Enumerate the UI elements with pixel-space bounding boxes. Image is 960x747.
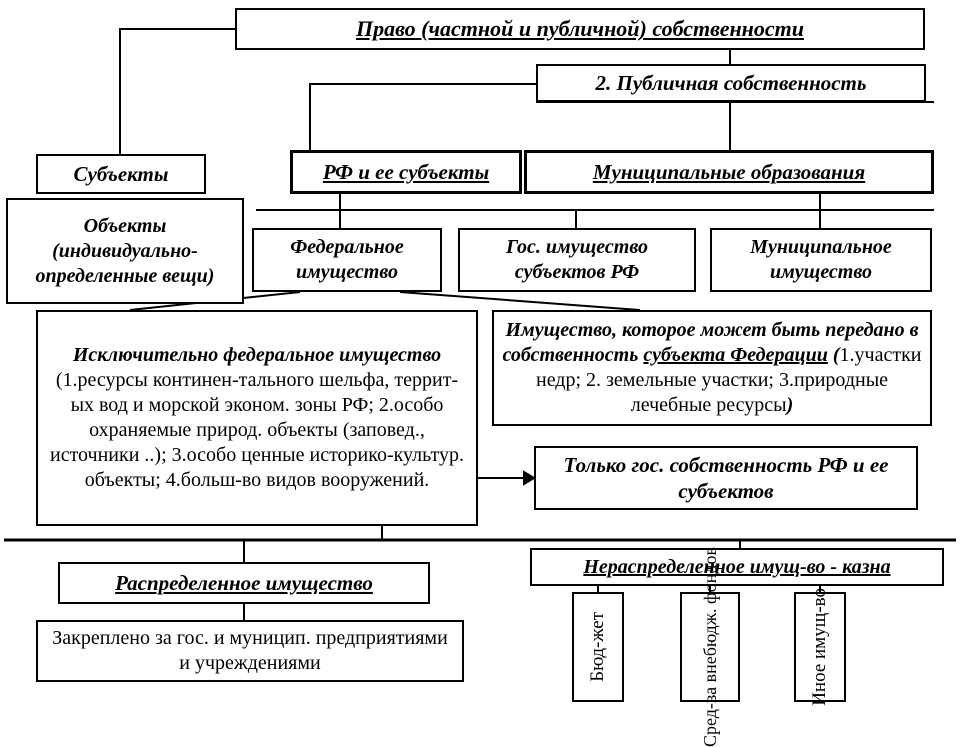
budget-text: Бюд-жет xyxy=(586,612,610,682)
assigned-box: Закреплено за гос. и муницип. предприяти… xyxy=(36,620,464,682)
only-gos-text: Только гос. собственность РФ и ее субъек… xyxy=(544,452,908,505)
rf-box: РФ и ее субъекты xyxy=(290,150,522,194)
budget-box: Бюд-жет xyxy=(572,592,624,702)
objects-text: Объекты (индивидуально-определенные вещи… xyxy=(16,214,234,289)
subjects-text: Субъекты xyxy=(74,161,169,187)
funds-text: Сред-ва внебюдж. фондов xyxy=(699,547,722,747)
federal-property-box: Федеральное имущество xyxy=(252,228,442,292)
assigned-text: Закреплено за гос. и муницип. предприяти… xyxy=(46,626,454,676)
other-text: Иное имущ-во xyxy=(808,588,832,706)
exclusive-federal-box: Исключительно федеральное имущество (1.р… xyxy=(36,310,478,526)
gos-subj-text: Гос. имущество субъектов РФ xyxy=(468,235,686,285)
funds-box: Сред-ва внебюдж. фондов xyxy=(680,592,740,702)
gos-subj-box: Гос. имущество субъектов РФ xyxy=(458,228,696,292)
municipal-property-box: Муниципальное имущество xyxy=(710,228,932,292)
subjects-box: Субъекты xyxy=(36,154,206,194)
municipal-ed-box: Муниципальные образования xyxy=(524,150,934,194)
distributed-box: Распределенное имущество xyxy=(58,562,430,604)
federal-text: Федеральное имущество xyxy=(262,235,432,285)
rf-text: РФ и ее субъекты xyxy=(323,159,489,185)
public-text: 2. Публичная собственность xyxy=(596,70,867,96)
transferable-box: Имущество, которое может быть передано в… xyxy=(492,310,932,426)
distributed-text: Распределенное имущество xyxy=(115,570,373,596)
other-box: Иное имущ-во xyxy=(794,592,846,702)
public-ownership-box: 2. Публичная собственность xyxy=(536,64,926,102)
transferable-text: Имущество, которое может быть передано в… xyxy=(502,318,922,418)
municipal-pr-text: Муниципальное имущество xyxy=(720,235,922,285)
title-text: Право (частной и публичной) собственност… xyxy=(356,15,804,43)
only-gos-box: Только гос. собственность РФ и ее субъек… xyxy=(534,446,918,510)
exclusive-text: Исключительно федеральное имущество (1.р… xyxy=(46,343,468,493)
title-box: Право (частной и публичной) собственност… xyxy=(235,8,925,50)
municipal-ed-text: Муниципальные образования xyxy=(593,159,865,185)
undistributed-text: Нераспределенное имущ-во - казна xyxy=(583,555,890,580)
undistributed-box: Нераспределенное имущ-во - казна xyxy=(530,548,944,586)
objects-box: Объекты (индивидуально-определенные вещи… xyxy=(6,198,244,304)
